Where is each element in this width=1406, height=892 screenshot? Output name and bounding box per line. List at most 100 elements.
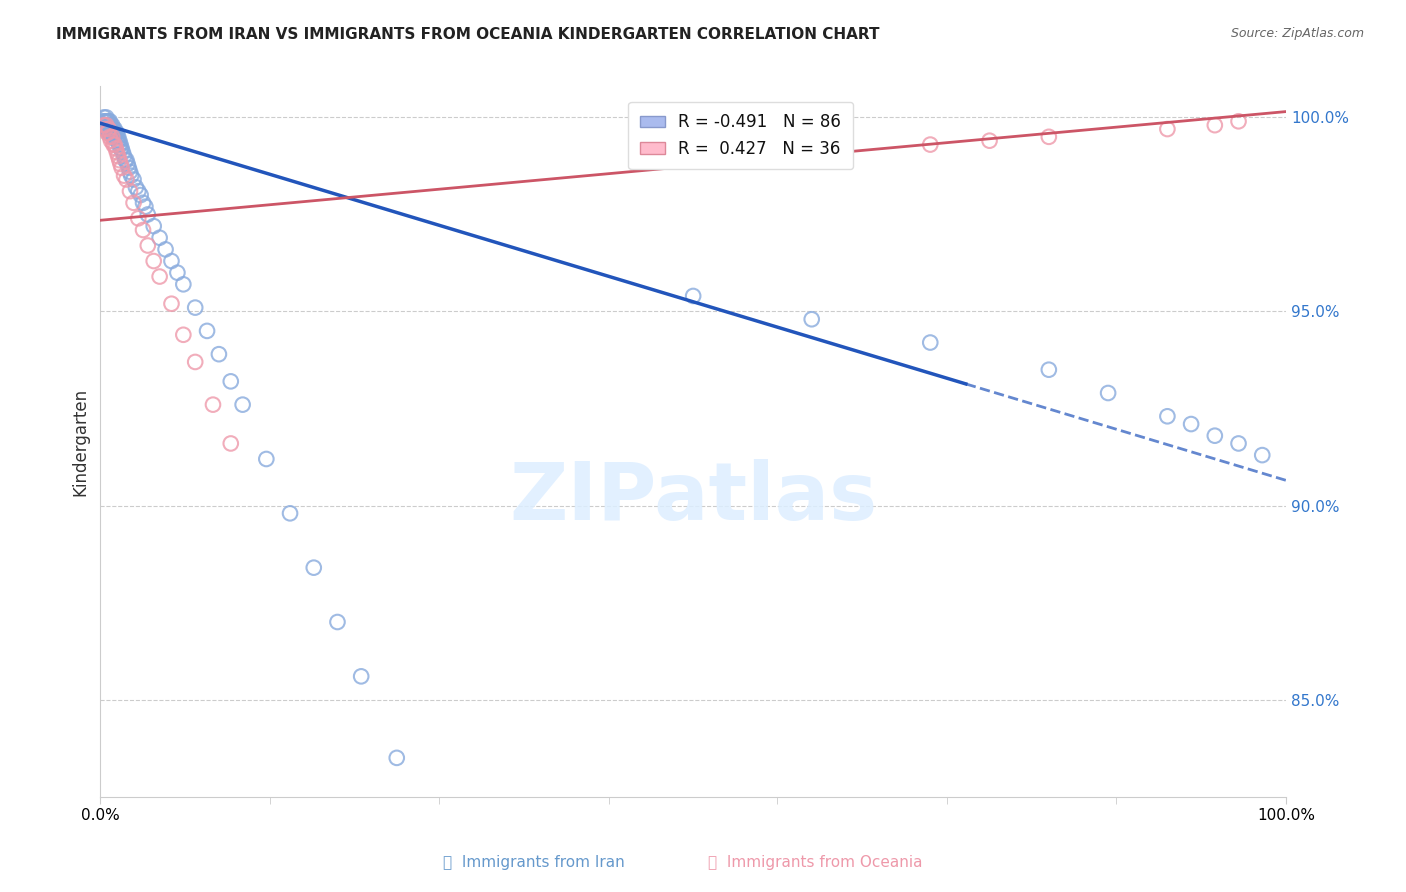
- Point: [100, 122, 122, 136]
- Point: [103, 126, 125, 140]
- Point: [93, 118, 115, 132]
- Point: [96, 118, 118, 132]
- Point: [104, 126, 127, 140]
- Point: [94, 118, 117, 132]
- Point: [160, 296, 183, 310]
- Point: [110, 137, 132, 152]
- Point: [112, 149, 135, 163]
- Point: [118, 184, 141, 198]
- Text: Source: ZipAtlas.com: Source: ZipAtlas.com: [1230, 27, 1364, 40]
- Point: [219, 436, 242, 450]
- Point: [172, 277, 194, 292]
- Point: [111, 145, 134, 160]
- Point: [110, 141, 132, 155]
- Point: [172, 327, 194, 342]
- Point: [103, 137, 125, 152]
- Point: [112, 169, 135, 183]
- Point: [108, 134, 131, 148]
- Point: [149, 269, 172, 284]
- Text: ⬜  Immigrants from Oceania: ⬜ Immigrants from Oceania: [709, 855, 922, 870]
- Point: [120, 169, 142, 183]
- Point: [166, 266, 188, 280]
- Point: [110, 157, 132, 171]
- Point: [111, 161, 134, 175]
- Point: [208, 347, 231, 361]
- Point: [1038, 129, 1060, 144]
- Point: [1038, 362, 1060, 376]
- Point: [93, 111, 115, 125]
- Text: ZIPatlas: ZIPatlas: [509, 459, 877, 537]
- Point: [104, 141, 127, 155]
- Point: [103, 137, 125, 152]
- Point: [134, 200, 156, 214]
- Point: [101, 129, 124, 144]
- Point: [114, 153, 136, 167]
- Point: [100, 118, 122, 132]
- Point: [98, 129, 121, 144]
- Point: [107, 149, 129, 163]
- Point: [96, 118, 118, 132]
- Point: [142, 254, 165, 268]
- Point: [103, 122, 125, 136]
- Point: [122, 195, 145, 210]
- Point: [101, 122, 124, 136]
- Point: [94, 114, 117, 128]
- Point: [108, 137, 131, 152]
- Point: [98, 126, 121, 140]
- Point: [96, 111, 118, 125]
- Point: [101, 126, 124, 140]
- Point: [96, 122, 118, 136]
- Point: [117, 157, 139, 171]
- Point: [385, 751, 408, 765]
- Point: [219, 375, 242, 389]
- Point: [91, 114, 114, 128]
- Point: [1204, 118, 1226, 132]
- Point: [920, 137, 942, 152]
- Point: [129, 188, 152, 202]
- Point: [96, 126, 118, 140]
- Point: [1251, 448, 1274, 462]
- Point: [100, 126, 122, 140]
- Point: [107, 134, 129, 148]
- Point: [94, 122, 117, 136]
- Point: [1097, 386, 1119, 401]
- Point: [232, 398, 254, 412]
- Point: [104, 129, 127, 144]
- Point: [682, 289, 704, 303]
- Point: [115, 153, 138, 167]
- Point: [103, 129, 125, 144]
- Point: [132, 223, 155, 237]
- Point: [800, 312, 823, 326]
- Point: [350, 669, 373, 683]
- Point: [184, 355, 207, 369]
- Point: [127, 211, 149, 226]
- Point: [108, 153, 131, 167]
- Point: [195, 324, 218, 338]
- Point: [1156, 122, 1178, 136]
- Point: [155, 243, 177, 257]
- Point: [105, 134, 128, 148]
- Point: [118, 161, 141, 175]
- Point: [115, 172, 138, 186]
- Point: [118, 165, 141, 179]
- Point: [105, 145, 128, 160]
- Point: [98, 118, 121, 132]
- Point: [326, 615, 349, 629]
- Point: [96, 114, 118, 128]
- Point: [125, 180, 148, 194]
- Point: [122, 172, 145, 186]
- Point: [97, 122, 120, 136]
- Legend: R = -0.491   N = 86, R =  0.427   N = 36: R = -0.491 N = 86, R = 0.427 N = 36: [628, 102, 853, 169]
- Point: [201, 398, 224, 412]
- Point: [920, 335, 942, 350]
- Point: [160, 254, 183, 268]
- Point: [420, 832, 443, 847]
- Point: [103, 126, 125, 140]
- Point: [97, 126, 120, 140]
- Point: [1180, 417, 1202, 431]
- Point: [132, 195, 155, 210]
- Text: IMMIGRANTS FROM IRAN VS IMMIGRANTS FROM OCEANIA KINDERGARTEN CORRELATION CHART: IMMIGRANTS FROM IRAN VS IMMIGRANTS FROM …: [56, 27, 880, 42]
- Point: [1156, 409, 1178, 424]
- Point: [98, 122, 121, 136]
- Point: [1227, 436, 1250, 450]
